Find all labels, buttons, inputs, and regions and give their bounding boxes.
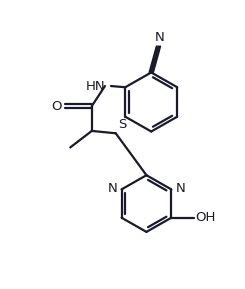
Text: O: O [51, 100, 62, 113]
Text: OH: OH [195, 211, 216, 224]
Text: N: N [176, 182, 185, 195]
Text: S: S [118, 118, 126, 131]
Text: N: N [155, 31, 164, 44]
Text: N: N [108, 182, 117, 195]
Text: HN: HN [85, 79, 105, 92]
